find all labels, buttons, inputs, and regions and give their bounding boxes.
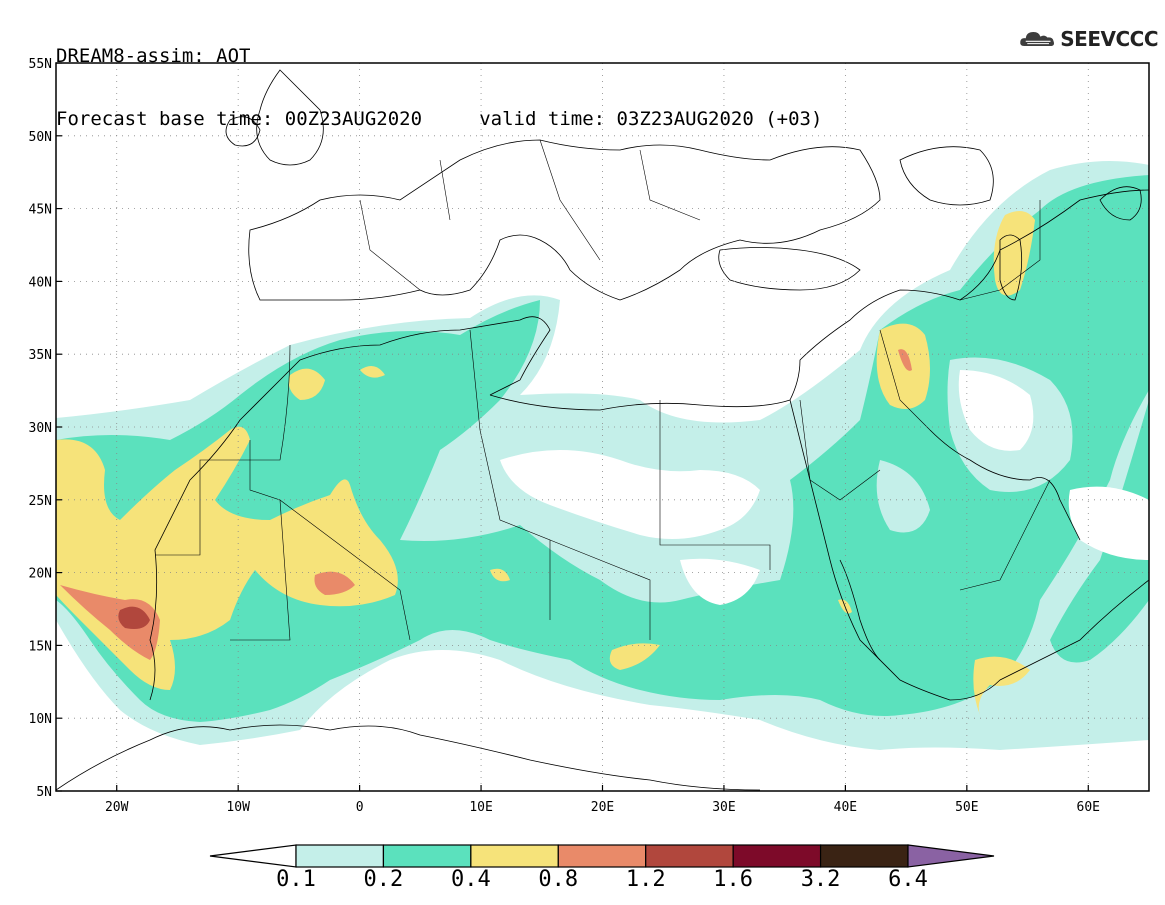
colorbar-label: 3.2 [800,867,841,892]
colorbar-box [645,844,734,868]
lat-tick-label: 15N [29,639,52,654]
colorbar-label: 1.2 [625,867,666,892]
lat-tick-label: 5N [36,785,52,800]
country-borders [155,139,1051,641]
colorbar-label: 1.6 [713,867,754,892]
lat-tick-label: 20N [29,567,52,582]
lat-tick-label: 40N [29,275,52,290]
colorbar-label: 0.2 [363,867,404,892]
lon-tick-label: 20W [105,800,129,815]
colorbar-box [295,844,385,868]
colorbar-boxes [295,844,909,868]
lat-tick-label: 30N [29,421,52,436]
lat-tick-label: 35N [29,348,52,363]
colorbar-box [557,844,647,868]
coastlines [56,69,1149,791]
aot-contours [56,161,1149,750]
aot-level-0.8 [60,349,912,660]
colorbar-label: 0.1 [276,867,316,892]
cloud-icon [1020,32,1054,46]
aot-level-1.2 [118,606,150,629]
colorbar-lower-arrow [209,844,297,868]
aot-clear-areas [500,370,1149,605]
colorbar-upper-arrow [907,844,995,868]
lon-tick-label: 30E [712,800,735,815]
lon-tick-label: 0 [356,800,364,815]
map-title: DREAM8-assim: AOT Forecast base time: 00… [56,4,822,151]
colorbar-box [382,844,472,868]
lon-tick-label: 40E [834,800,857,815]
title-time-info: Forecast base time: 00Z23AUG2020 valid t… [56,108,823,130]
lon-tick-label: 20E [591,800,614,815]
colorbar-label: 0.4 [450,867,491,892]
lat-tick-label: 10N [29,712,52,727]
colorbar-box [819,844,909,868]
colorbar-box [470,844,559,868]
lon-axis: 20W 10W 0 10E 20E 30E 40E 50E 60E [105,785,1100,815]
colorbar-label: 0.8 [538,867,579,892]
seevccc-logo: SEEVCCC [1018,24,1158,54]
colorbar-label: 6.4 [888,867,928,892]
lat-tick-label: 45N [29,203,52,218]
lon-tick-label: 60E [1077,800,1100,815]
colorbar [209,844,995,868]
colorbar-box [732,844,822,868]
lat-tick-label: 50N [29,130,52,145]
logo-text: SEEVCCC [1060,27,1158,51]
lon-tick-label: 10E [469,800,492,815]
lat-axis: 55N 50N 45N 40N 35N 30N 25N 20N 15N 10N 5N [29,57,62,800]
lat-tick-label: 55N [29,57,52,72]
lon-tick-label: 50E [955,800,978,815]
title-model-product: DREAM8-assim: AOT [56,45,251,67]
lat-tick-label: 25N [29,494,52,509]
lon-tick-label: 10W [226,800,250,815]
